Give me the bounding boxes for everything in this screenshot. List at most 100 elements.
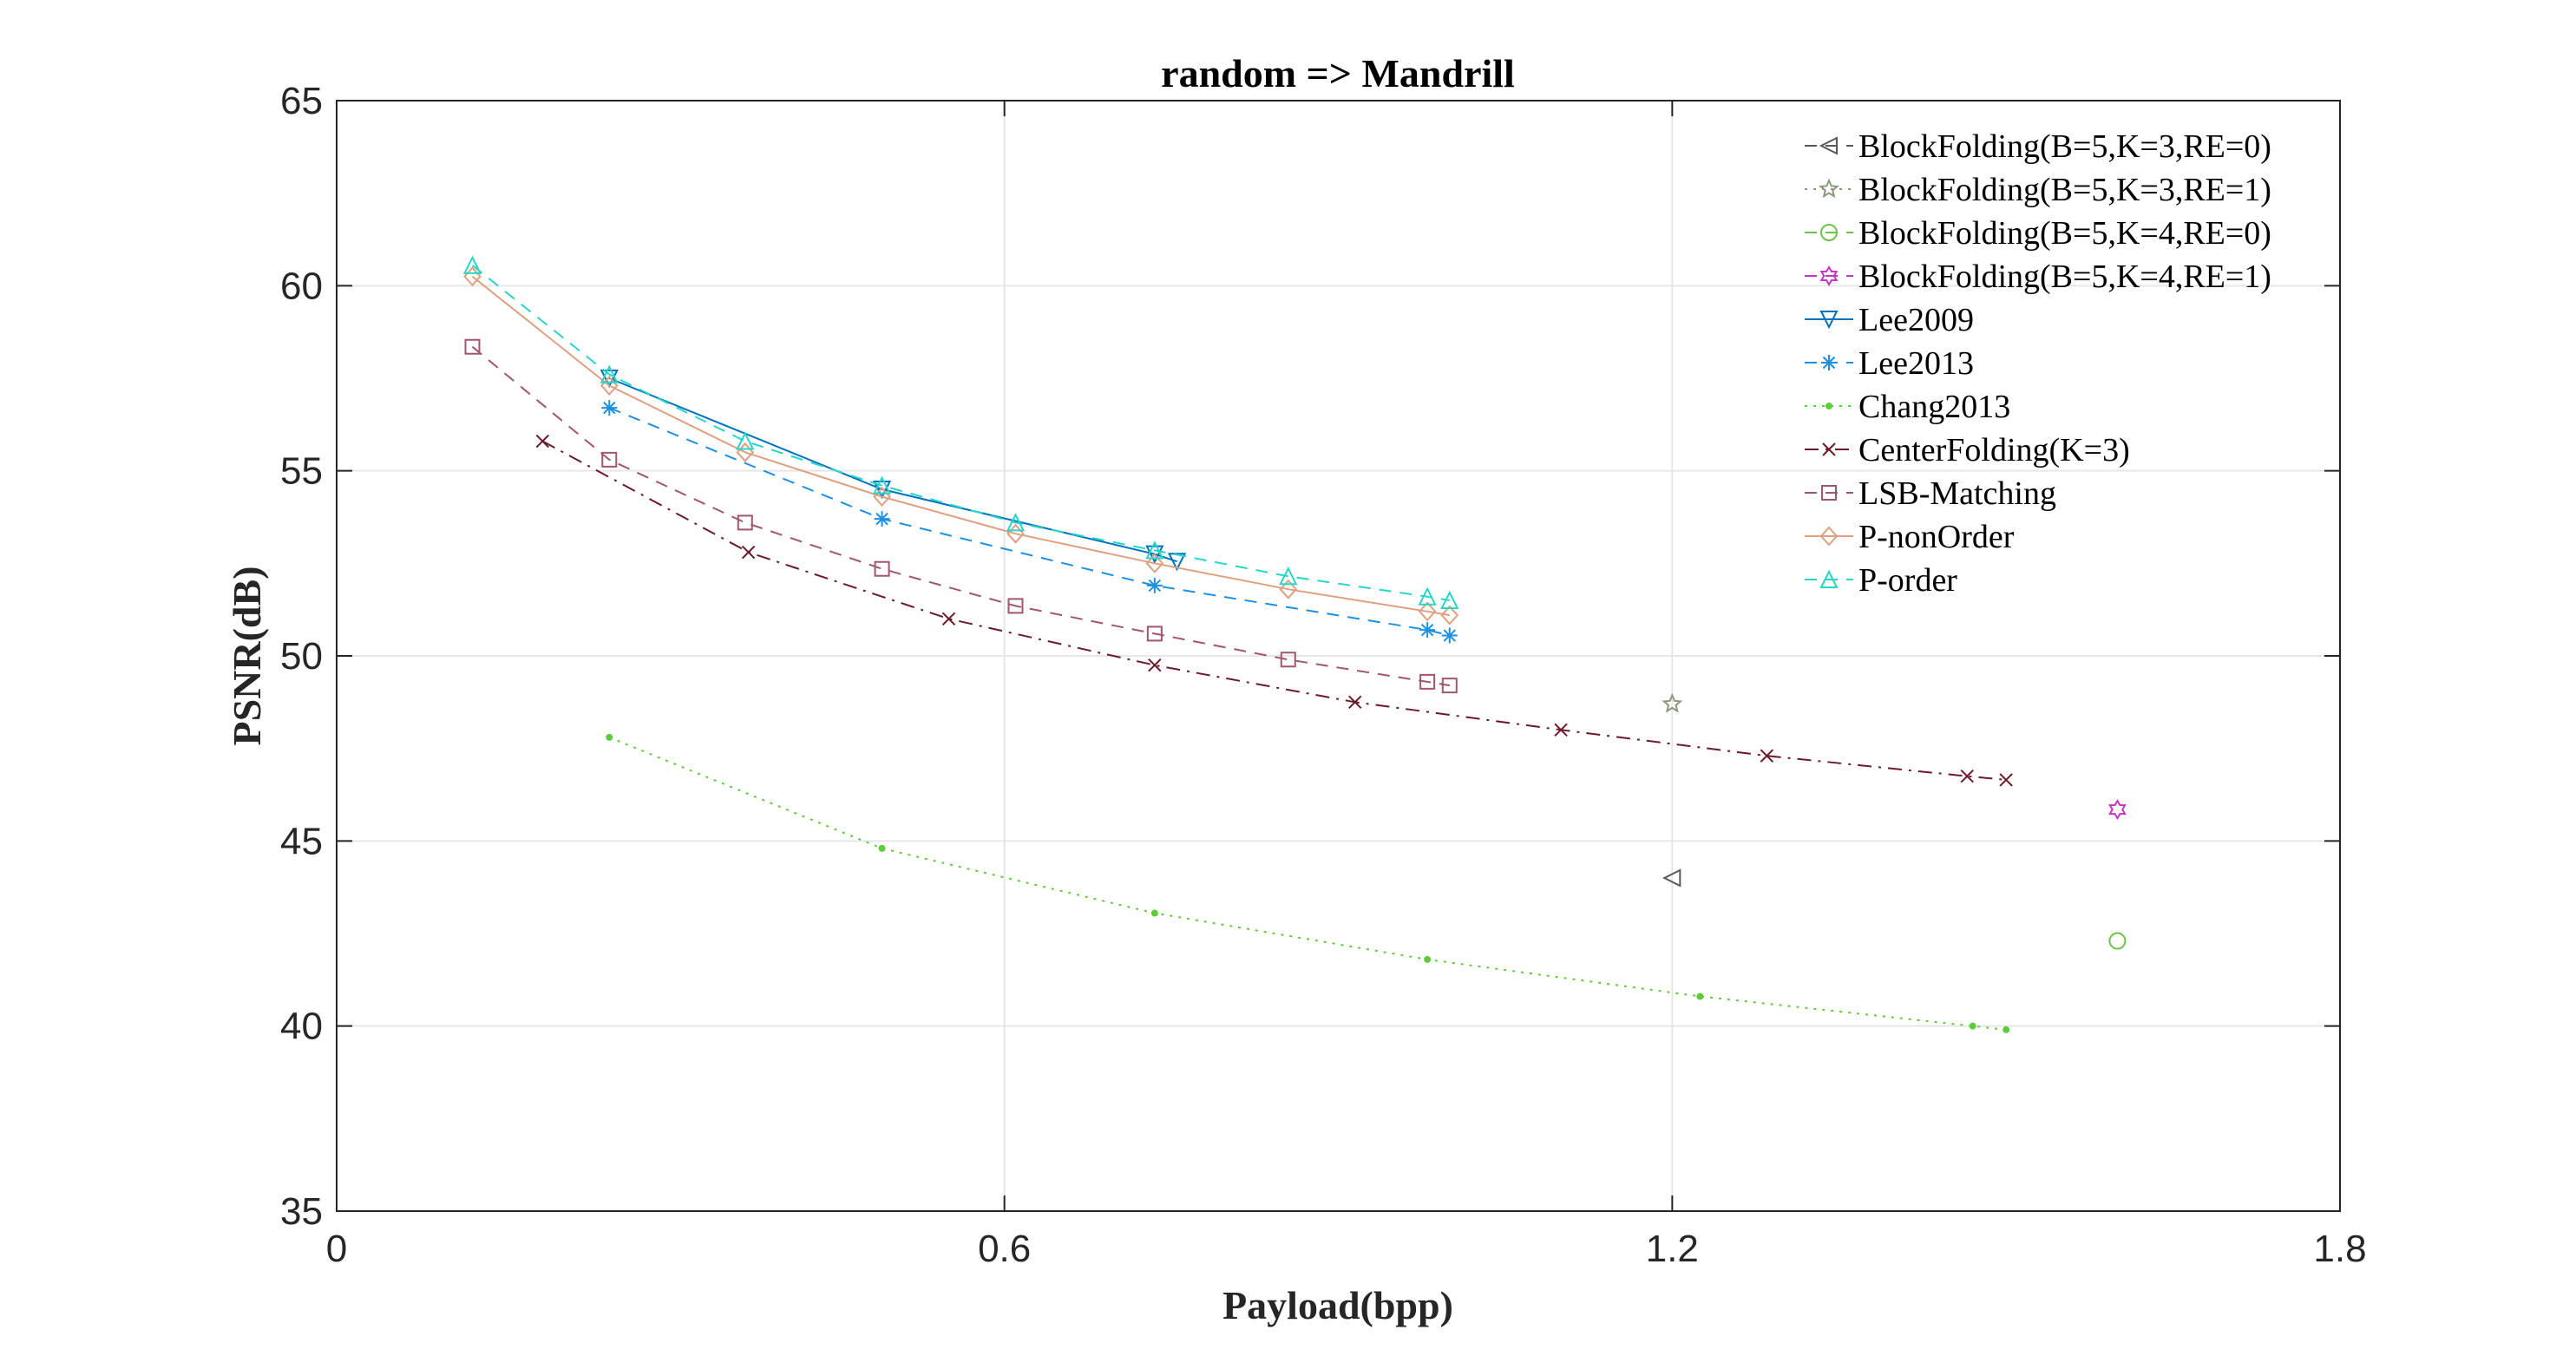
data-point xyxy=(1148,658,1162,672)
data-point xyxy=(1167,553,1187,572)
data-point xyxy=(1146,626,1163,642)
legend-label: BlockFolding(B=5,K=3,RE=1) xyxy=(1858,172,2271,208)
data-point xyxy=(1348,695,1362,710)
data-point xyxy=(1279,579,1298,599)
data-point xyxy=(1418,586,1437,606)
legend-marker xyxy=(1820,224,1838,241)
series-BlockFolding(B=5,K=3,RE=1) xyxy=(1662,692,1683,713)
legend-marker xyxy=(1819,178,1839,199)
data-point xyxy=(1441,678,1458,694)
data-point xyxy=(1969,1022,1976,1030)
legend-item: CenterFolding(K=3) xyxy=(1805,432,2130,468)
legend-marker xyxy=(1822,442,1836,456)
data-point xyxy=(878,844,886,852)
series-line xyxy=(471,275,1450,617)
data-point xyxy=(1960,769,1974,783)
legend-marker xyxy=(1821,355,1837,370)
data-point xyxy=(1760,749,1774,763)
y-tick-label: 40 xyxy=(280,1006,323,1048)
x-tick-label: 1.8 xyxy=(2313,1228,2366,1270)
data-point xyxy=(1146,577,1163,593)
y-tick-label: 50 xyxy=(280,635,323,678)
legend-marker xyxy=(1819,311,1839,330)
x-tick-label: 0.6 xyxy=(978,1228,1031,1270)
data-point xyxy=(2108,799,2127,821)
series-BlockFolding(B=5,K=3,RE=0) xyxy=(1662,868,1681,888)
data-point xyxy=(741,545,756,560)
data-point xyxy=(1554,723,1568,737)
series-Lee2013 xyxy=(601,400,1458,644)
legend-item: Lee2009 xyxy=(1805,302,1974,338)
series-BlockFolding(B=5,K=4,RE=1) xyxy=(2108,799,2127,821)
data-point xyxy=(737,514,753,531)
data-point xyxy=(2108,932,2127,950)
data-point xyxy=(1424,955,1432,963)
series-LSB-Matching xyxy=(464,338,1458,694)
legend: BlockFolding(B=5,K=3,RE=0) BlockFolding(B… xyxy=(1805,128,2271,599)
series-line xyxy=(471,345,1450,687)
y-tick-label: 55 xyxy=(280,450,323,493)
legend-label: P-order xyxy=(1858,562,1957,599)
legend-marker xyxy=(1819,136,1838,155)
legend-marker xyxy=(1821,485,1837,501)
data-point xyxy=(464,338,481,355)
legend-item: P-order xyxy=(1805,562,1957,599)
data-point xyxy=(1279,567,1298,586)
data-point xyxy=(736,431,755,450)
y-tick-label: 60 xyxy=(280,265,323,307)
legend-label: Lee2009 xyxy=(1858,302,1974,338)
legend-item: Lee2013 xyxy=(1805,345,1974,382)
data-point xyxy=(1418,601,1437,622)
data-point xyxy=(1145,540,1164,560)
y-tick-label: 35 xyxy=(280,1190,323,1233)
legend-label: LSB-Matching xyxy=(1858,475,2056,512)
series-layer xyxy=(462,255,2127,1033)
data-point xyxy=(872,475,892,495)
legend-label: BlockFolding(B=5,K=4,RE=0) xyxy=(1858,215,2271,252)
data-point xyxy=(606,733,613,741)
legend-marker xyxy=(1819,526,1839,547)
series-BlockFolding(B=5,K=4,RE=0) xyxy=(2108,932,2127,950)
x-axis-label: Payload(bpp) xyxy=(1222,1283,1453,1327)
legend-item: BlockFolding(B=5,K=3,RE=0) xyxy=(1805,128,2271,165)
data-point xyxy=(1999,773,2013,787)
legend-item: BlockFolding(B=5,K=3,RE=1) xyxy=(1805,172,2271,208)
x-tick-label: 0 xyxy=(326,1228,347,1270)
series-Chang2013 xyxy=(606,733,2010,1033)
legend-item: P-nonOrder xyxy=(1805,519,2015,555)
series-line xyxy=(608,407,1451,637)
data-point xyxy=(1419,622,1436,639)
data-point xyxy=(1419,673,1436,690)
y-tick-label: 65 xyxy=(280,80,323,122)
data-point xyxy=(1145,545,1164,564)
data-point xyxy=(1441,627,1458,644)
legend-marker xyxy=(1825,403,1832,409)
y-axis-label: PSNR(dB) xyxy=(225,566,269,745)
data-point xyxy=(1150,909,1158,917)
data-point xyxy=(1440,590,1459,609)
data-point xyxy=(1145,553,1164,573)
x-tick-label: 1.2 xyxy=(1646,1228,1699,1270)
data-point xyxy=(2002,1025,2010,1033)
data-point xyxy=(1440,605,1459,626)
legend-item: BlockFolding(B=5,K=4,RE=0) xyxy=(1805,215,2271,252)
data-point xyxy=(874,560,890,577)
grid-lines xyxy=(337,101,2340,1211)
data-point xyxy=(1662,692,1683,713)
data-point xyxy=(874,511,890,527)
legend-label: Lee2013 xyxy=(1858,345,1974,382)
legend-label: BlockFolding(B=5,K=3,RE=0) xyxy=(1858,128,2271,165)
legend-label: BlockFolding(B=5,K=4,RE=1) xyxy=(1858,259,2271,295)
data-point xyxy=(872,481,892,500)
series-CenterFolding(K=3) xyxy=(535,434,2013,787)
data-point xyxy=(462,255,482,274)
legend-label: P-nonOrder xyxy=(1858,519,2015,555)
data-point xyxy=(600,370,619,389)
legend-marker xyxy=(1819,265,1839,286)
data-point xyxy=(1007,598,1024,614)
series-line xyxy=(471,265,1450,601)
data-point xyxy=(941,612,956,626)
data-point xyxy=(601,400,618,416)
legend-item: LSB-Matching xyxy=(1805,475,2056,512)
